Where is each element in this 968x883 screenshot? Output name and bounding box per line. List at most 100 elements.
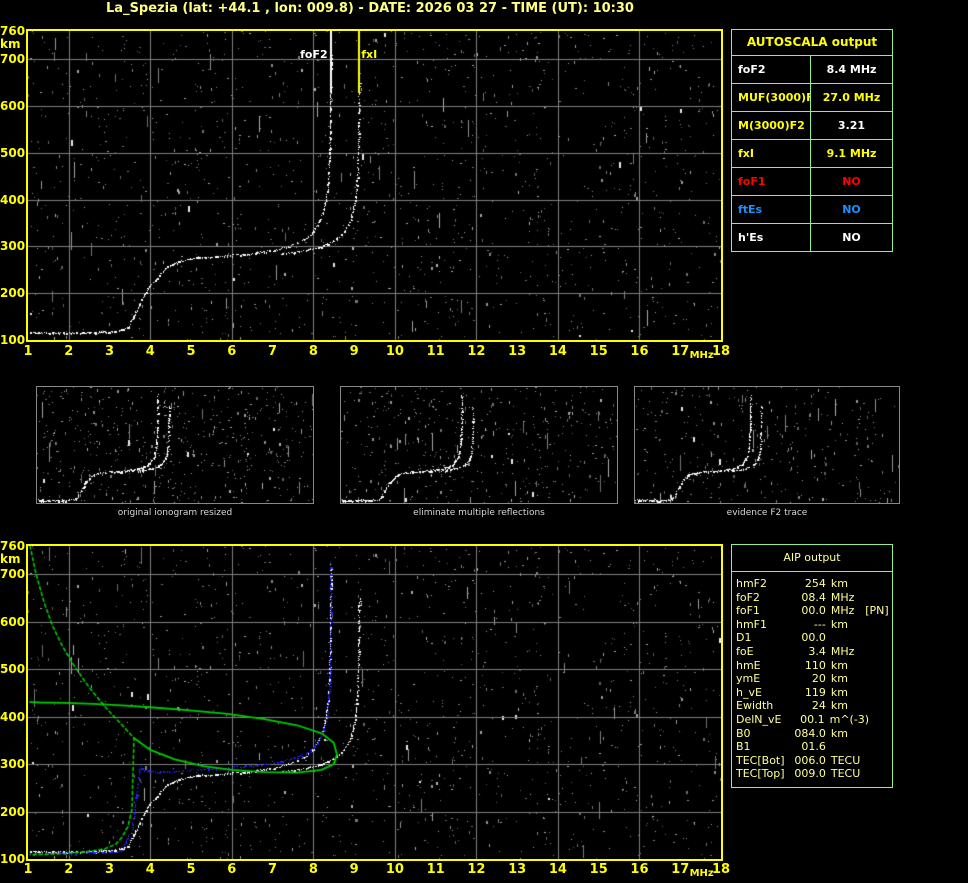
thumb-original-canvas bbox=[37, 387, 313, 503]
main-x-tick-0: 1 bbox=[23, 344, 33, 359]
aip-value-1: 08.4 bbox=[801, 590, 826, 604]
autoscala-param-6: h'Es bbox=[732, 224, 811, 251]
aip-title: AIP output bbox=[731, 544, 893, 572]
bot-x-tick-12: 13 bbox=[508, 862, 527, 877]
main-y-tick-7: 100 bbox=[0, 333, 26, 347]
bot-x-tick-6: 7 bbox=[268, 862, 278, 877]
aip-unit-7: km bbox=[830, 672, 848, 686]
aip-unit-0: km bbox=[830, 577, 848, 590]
autoscala-param-2: M(3000)F2 bbox=[732, 112, 811, 139]
thumb-eliminate-caption: eliminate multiple reflections bbox=[413, 508, 545, 518]
thumb-eliminate[interactable] bbox=[340, 386, 618, 504]
autoscala-param-3: fxI bbox=[732, 140, 811, 167]
aip-row: B1 01.6 bbox=[736, 740, 892, 754]
aip-note-14 bbox=[865, 767, 892, 781]
aip-param-7: ymE bbox=[736, 672, 761, 686]
aip-unit-1: MHz bbox=[830, 590, 855, 604]
aip-note-7 bbox=[865, 672, 892, 686]
main-x-axis-unit: MHz bbox=[689, 350, 714, 361]
main-x-tick-13: 14 bbox=[548, 344, 567, 359]
marker-label-fof2: foF2 bbox=[300, 48, 328, 61]
autoscala-value-5: NO bbox=[842, 203, 861, 216]
aip-value-7: 20 bbox=[811, 672, 826, 686]
bot-x-axis-unit: MHz bbox=[689, 868, 714, 879]
autoscala-param-1: MUF(3000)F2 bbox=[732, 84, 811, 111]
aip-value-4: 00.0 bbox=[801, 631, 826, 645]
main-x-tick-5: 6 bbox=[227, 344, 237, 359]
autoscala-row: foF2 8.4 MHz bbox=[732, 56, 892, 84]
aip-note-13 bbox=[865, 754, 892, 768]
main-x-tick-2: 3 bbox=[104, 344, 115, 359]
aip-value-14: 009.0 bbox=[794, 767, 826, 781]
main-x-tick-10: 11 bbox=[426, 344, 445, 359]
bot-y-tick-1: 700 bbox=[0, 567, 26, 582]
main-y-tick-6: 200 bbox=[0, 286, 26, 301]
thumb-evidence-caption: evidence F2 trace bbox=[726, 508, 808, 518]
main-x-tick-9: 10 bbox=[385, 344, 404, 359]
bot-y-tick-5: 300 bbox=[0, 757, 26, 772]
aip-row: foE 3.4 MHz bbox=[736, 645, 892, 659]
bot-x-tick-0: 1 bbox=[23, 862, 33, 877]
thumb-evidence[interactable] bbox=[634, 386, 900, 504]
thumb-eliminate-canvas bbox=[341, 387, 617, 503]
aip-unit-2: MHz bbox=[830, 604, 855, 618]
aip-value-6: 110 bbox=[804, 658, 826, 672]
aip-note-11 bbox=[865, 727, 892, 741]
aip-row: foF1 00.0 MHz [PN] bbox=[736, 604, 892, 618]
aip-row: ymE 20 km bbox=[736, 672, 892, 686]
aip-note-2: [PN] bbox=[865, 604, 889, 618]
aip-value-12: 01.6 bbox=[801, 740, 826, 754]
aip-unit-8: km bbox=[830, 685, 848, 699]
autoscala-param-0: foF2 bbox=[732, 56, 811, 83]
aip-row: hmF1 --- km bbox=[736, 618, 892, 632]
aip-row: h_vE 119 km bbox=[736, 686, 892, 700]
aip-param-6: hmE bbox=[736, 658, 761, 672]
aip-value-2: 00.0 bbox=[801, 604, 826, 618]
aip-param-2: foF1 bbox=[736, 604, 760, 618]
aip-note-9 bbox=[865, 699, 892, 713]
autoscala-value-6: NO bbox=[842, 231, 861, 244]
ionogram-main-plot[interactable] bbox=[26, 29, 723, 342]
aip-value-5: 3.4 bbox=[808, 644, 826, 658]
aip-unit-12 bbox=[831, 740, 865, 754]
ionogram-profile-plot[interactable] bbox=[26, 544, 723, 861]
bot-x-tick-11: 12 bbox=[467, 862, 486, 877]
aip-note-3 bbox=[865, 618, 892, 632]
autoscala-row: h'Es NO bbox=[732, 224, 892, 251]
autoscala-param-5: ftEs bbox=[732, 196, 811, 223]
thumb-original-caption: original ionogram resized bbox=[117, 508, 233, 518]
aip-note-1 bbox=[865, 591, 892, 605]
page-title: La_Spezia (lat: +44.1 , lon: 009.8) - DA… bbox=[106, 1, 634, 16]
aip-value-3: --- bbox=[813, 617, 826, 631]
aip-row: B0 084.0 km bbox=[736, 727, 892, 741]
autoscala-param-4: foF1 bbox=[732, 168, 811, 195]
main-x-tick-3: 4 bbox=[145, 344, 155, 359]
bot-x-tick-9: 10 bbox=[385, 862, 404, 877]
aip-unit-9: km bbox=[830, 699, 848, 713]
autoscala-rows: foF2 8.4 MHz MUF(3000)F2 27.0 MHz M(3000)F2 3… bbox=[732, 56, 892, 251]
aip-value-9: 24 bbox=[811, 699, 826, 713]
main-x-tick-11: 12 bbox=[467, 344, 486, 359]
aip-value-0: 254 bbox=[804, 577, 826, 590]
marker-label-fxi: fxI bbox=[361, 48, 378, 61]
main-x-tick-14: 15 bbox=[589, 344, 608, 359]
ionogram-main-canvas bbox=[28, 31, 721, 340]
aip-param-9: Ewidth bbox=[736, 699, 774, 713]
aip-value-8: 119 bbox=[804, 685, 826, 699]
thumb-original[interactable] bbox=[36, 386, 314, 504]
aip-note-6 bbox=[865, 659, 892, 673]
autoscala-value-1: 27.0 MHz bbox=[822, 91, 881, 104]
aip-param-8: h_vE bbox=[736, 685, 762, 699]
aip-param-5: foE bbox=[736, 644, 754, 658]
bot-y-tick-6: 200 bbox=[0, 804, 26, 819]
aip-param-3: hmF1 bbox=[736, 617, 768, 631]
aip-unit-10: m^(-3) bbox=[829, 712, 870, 726]
aip-param-1: foF2 bbox=[736, 590, 760, 604]
aip-row: TEC[Bot] 006.0 TECU bbox=[736, 754, 892, 768]
main-x-tick-4: 5 bbox=[186, 344, 196, 359]
thumb-evidence-canvas bbox=[635, 387, 899, 503]
main-y-tick-0: 760 bbox=[0, 24, 26, 38]
aip-param-14: TEC[Top] bbox=[736, 767, 785, 781]
aip-unit-3: km bbox=[830, 617, 848, 631]
aip-note-0 bbox=[865, 577, 892, 591]
